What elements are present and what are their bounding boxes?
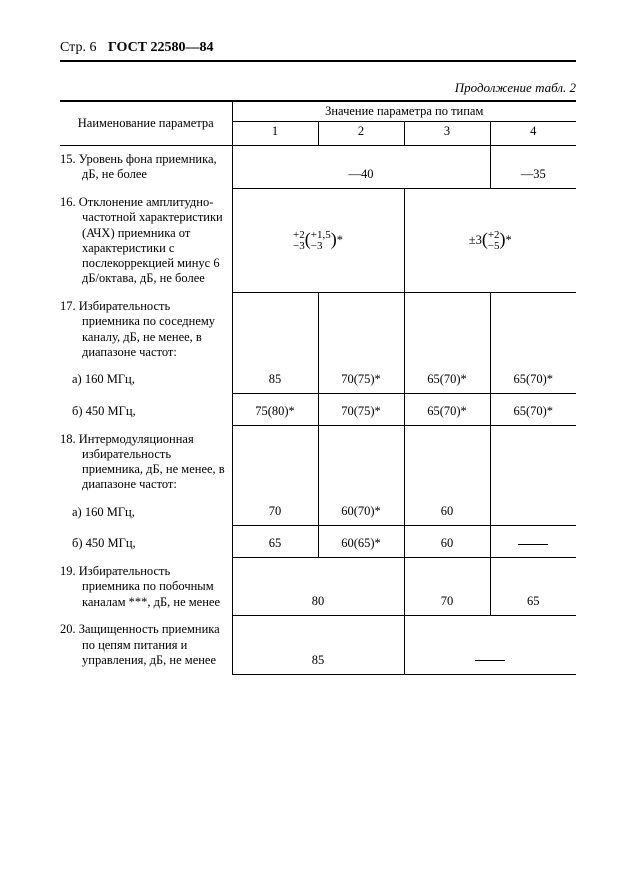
row-18-label: 18. Интермодуляционная избирательность п… — [60, 426, 232, 499]
col-header-values: Значение параметра по типам — [232, 101, 576, 122]
row-19-v1: 80 — [232, 558, 404, 616]
row-19-label: 19. Избирательность приемника по побочны… — [60, 558, 232, 616]
row-20-label: 20. Защищенность приемника по цепям пита… — [60, 616, 232, 674]
col-header-4: 4 — [490, 122, 576, 146]
row-18a-v4 — [490, 499, 576, 526]
row-17a-v3: 65(70)* — [404, 366, 490, 393]
row-17b-v2: 70(75)* — [318, 398, 404, 425]
row-18a-v2: 60(70)* — [318, 499, 404, 526]
row-17a-v1: 85 — [232, 366, 318, 393]
row-16-value-left: +2−3(+1,5−3)* — [232, 189, 404, 293]
row-18b-v3: 60 — [404, 530, 490, 557]
row-16-label: 16. Отклонение амплитудно-частотной хара… — [60, 189, 232, 293]
row-17a-v4: 65(70)* — [490, 366, 576, 393]
row-18b-label: б) 450 МГц, — [60, 530, 232, 557]
col-header-1: 1 — [232, 122, 318, 146]
row-15-value-a: —40 — [232, 146, 490, 189]
row-17-label: 17. Избирательность приемника по соседне… — [60, 293, 232, 366]
dash-icon — [475, 660, 505, 661]
col-header-3: 3 — [404, 122, 490, 146]
col-header-param: Наименование параметра — [60, 101, 232, 146]
row-15-value-b: —35 — [490, 146, 576, 189]
row-18b-v2: 60(65)* — [318, 530, 404, 557]
row-20-v2 — [404, 616, 576, 674]
row-18a-v1: 70 — [232, 499, 318, 526]
header-rule — [60, 60, 576, 62]
row-18a-label: а) 160 МГц, — [60, 499, 232, 526]
row-18b-v1: 65 — [232, 530, 318, 557]
row-15-label: 15. Уровень фона приемника, дБ, не более — [60, 146, 232, 189]
row-17b-v1: 75(80)* — [232, 398, 318, 425]
dash-icon — [518, 544, 548, 545]
standard-code: ГОСТ 22580—84 — [108, 40, 214, 55]
page-number: Стр. 6 — [60, 40, 96, 55]
col-header-2: 2 — [318, 122, 404, 146]
page-header: Стр. 6 ГОСТ 22580—84 — [60, 40, 576, 56]
table-caption: Продолжение табл. 2 — [60, 80, 576, 96]
row-19-v2: 70 — [404, 558, 490, 616]
row-17b-v4: 65(70)* — [490, 398, 576, 425]
row-20-v1: 85 — [232, 616, 404, 674]
page: Стр. 6 ГОСТ 22580—84 Продолжение табл. 2… — [0, 0, 626, 705]
row-18b-v4 — [490, 530, 576, 557]
row-16-value-right: ±3(+2−5)* — [404, 189, 576, 293]
row-17a-v2: 70(75)* — [318, 366, 404, 393]
row-17a-label: а) 160 МГц, — [60, 366, 232, 393]
row-19-v3: 65 — [490, 558, 576, 616]
parameters-table: Наименование параметра Значение параметр… — [60, 100, 576, 675]
row-17b-label: б) 450 МГц, — [60, 398, 232, 425]
row-17b-v3: 65(70)* — [404, 398, 490, 425]
row-18a-v3: 60 — [404, 499, 490, 526]
